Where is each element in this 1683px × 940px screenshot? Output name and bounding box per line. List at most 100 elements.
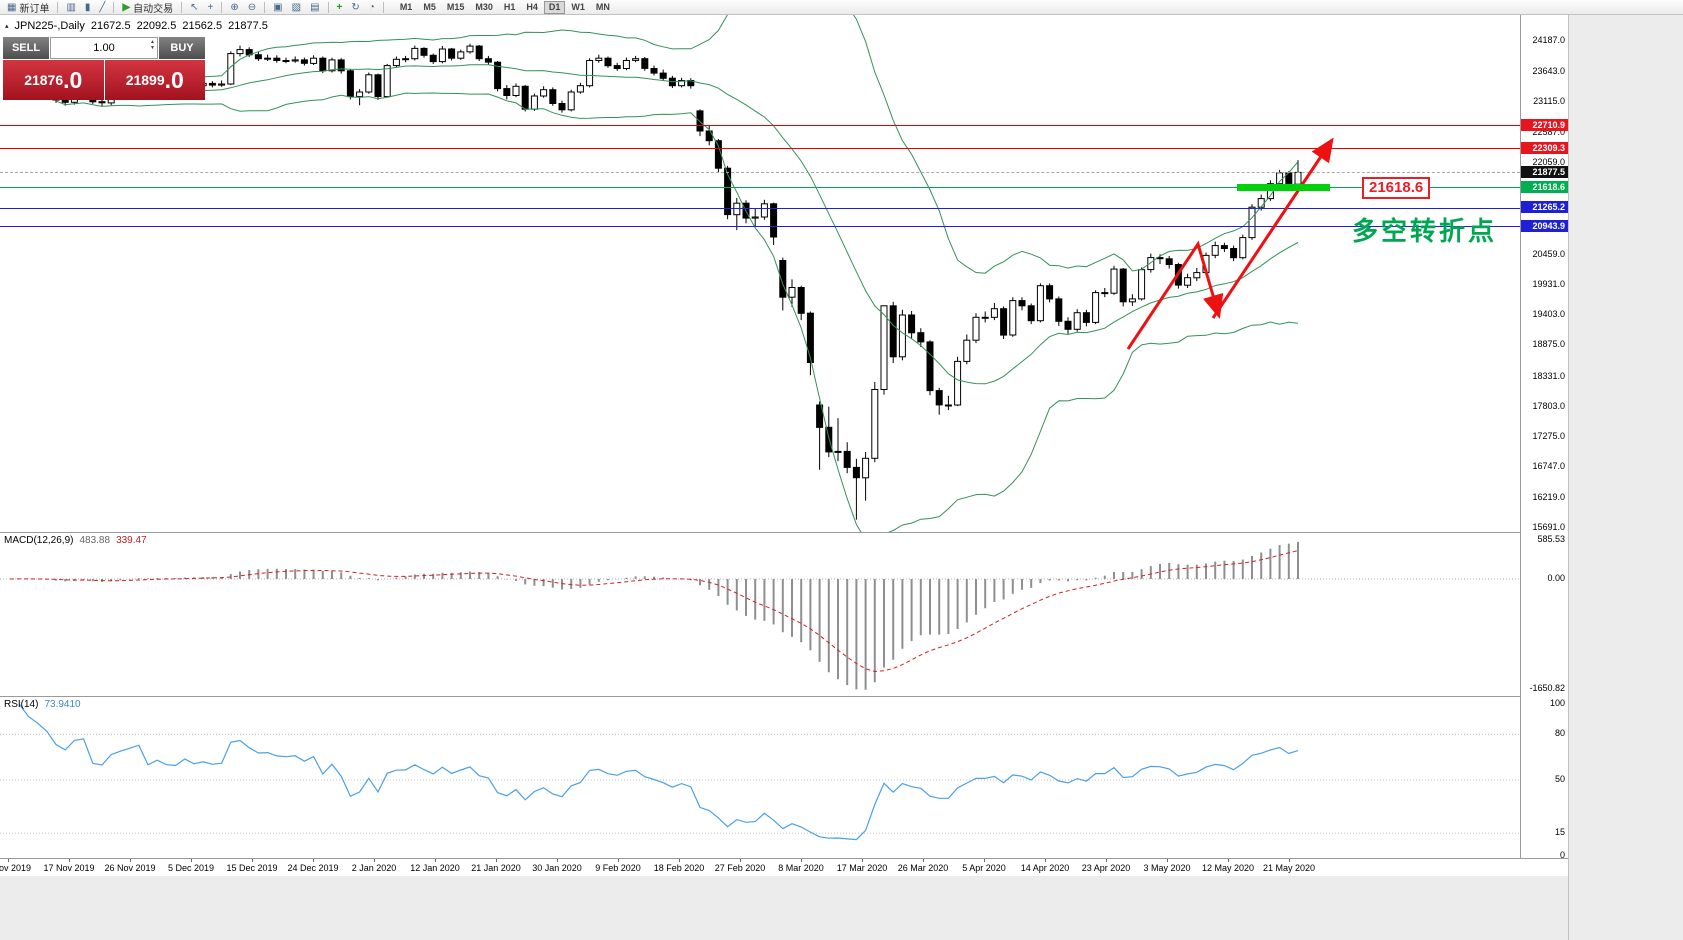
add-indicator-button[interactable]: +	[334, 1, 346, 14]
price-annotation-label[interactable]: 21618.6	[1362, 177, 1431, 199]
template-button[interactable]: ▤	[307, 1, 322, 14]
macd-panel[interactable]: MACD(12,26,9) 483.88 339.47	[0, 532, 1520, 696]
clock-button[interactable]: ◔	[366, 1, 378, 14]
rsi-axis-label: 100	[1549, 698, 1565, 708]
candle-body	[843, 450, 851, 468]
volume-input[interactable]: 1.00 ▲ ▼	[50, 37, 158, 59]
candle-body	[908, 314, 916, 334]
toolbar-separator	[113, 1, 115, 13]
timeframe-m15[interactable]: M15	[446, 1, 465, 12]
candle-body	[1009, 300, 1017, 336]
sell-price-box[interactable]: 21876.0	[3, 60, 104, 100]
timeframe-m5[interactable]: M5	[423, 1, 436, 12]
volume-spinner[interactable]: ▲ ▼	[150, 39, 155, 51]
candle-body	[1138, 269, 1146, 300]
crosshair-button[interactable]: +	[205, 1, 217, 14]
rsi-line	[18, 703, 1299, 841]
timeframe-h4[interactable]: H4	[526, 1, 538, 12]
timeframe-w1[interactable]: W1	[571, 1, 585, 12]
horizontal-level-line-21265.2[interactable]	[0, 207, 1520, 209]
candle-body	[613, 65, 621, 69]
candle-body	[356, 91, 364, 98]
date-tick	[1167, 859, 1168, 862]
horizontal-level-line-22309.3[interactable]	[0, 147, 1520, 149]
rsi-chart[interactable]	[0, 697, 1520, 858]
ohlc-close: 21877.5	[228, 20, 268, 32]
toolbar-separator	[221, 1, 223, 13]
toolbar-separator	[327, 1, 329, 13]
candle-body	[926, 341, 934, 392]
zoom-out-button[interactable]: ⊖	[245, 1, 259, 14]
refresh-icon: ↻	[351, 1, 360, 13]
line-chart-icon: ╱	[99, 1, 106, 13]
date-tick	[435, 859, 436, 862]
candle-body	[650, 68, 658, 74]
horizontal-level-line-22710.9[interactable]	[0, 124, 1520, 126]
spinner-down-icon[interactable]: ▼	[150, 45, 155, 51]
candle-body	[1064, 320, 1072, 330]
horizontal-level-line-21877.5[interactable]	[0, 172, 1520, 174]
new-order-button[interactable]: ▦ 新订单	[4, 1, 52, 15]
horizontal-level-line-21618.6[interactable]	[0, 187, 1520, 189]
symbol-title: JPN225-,Daily	[14, 20, 85, 32]
date-label: 18 Feb 2020	[653, 863, 705, 873]
buy-price-decimal: .0	[164, 66, 184, 93]
candle-body	[1128, 298, 1136, 303]
macd-signal-value: 339.47	[116, 535, 147, 546]
candle-body	[273, 57, 281, 62]
candlestick-chart[interactable]	[0, 15, 1520, 532]
candle-body	[659, 72, 667, 79]
candlestick-chart-button[interactable]: ▮	[82, 1, 94, 14]
candle-body	[797, 287, 805, 314]
autotrading-label: 自动交易	[133, 3, 174, 15]
candle-body	[484, 58, 492, 63]
support-highlight-bar[interactable]	[1237, 184, 1330, 191]
timeframe-m1[interactable]: M1	[399, 1, 413, 12]
candle-body	[392, 58, 400, 67]
buy-button[interactable]: BUY	[159, 37, 205, 59]
candle-body	[1027, 305, 1035, 322]
candle-body	[530, 95, 538, 110]
time-axis[interactable]: 7 Nov 2019 17 Nov 2019 26 Nov 2019 5 Dec 20…	[0, 858, 1568, 876]
candle-body	[319, 57, 327, 72]
rsi-panel[interactable]: RSI(14) 73.9410	[0, 696, 1520, 858]
timeframe-m30[interactable]: M30	[475, 1, 493, 12]
zoom-in-button[interactable]: ⊕	[227, 1, 241, 14]
macd-signal-line	[9, 550, 1299, 673]
refresh-button[interactable]: ↻	[348, 1, 362, 14]
candle-body	[1073, 312, 1081, 330]
candle-body	[917, 332, 925, 343]
date-tick	[862, 859, 863, 862]
horizontal-level-line-20943.9[interactable]	[0, 225, 1520, 227]
date-tick	[252, 859, 253, 862]
timeframe-d1[interactable]: D1	[543, 0, 566, 14]
toolbar-separator	[382, 1, 384, 13]
bar-chart-button[interactable]: ▥	[63, 1, 78, 14]
candle-body	[236, 49, 244, 55]
sell-button[interactable]: SELL	[3, 37, 49, 59]
date-tick	[313, 859, 314, 862]
price-axis[interactable]: 24187.0 23643.0 23115.0 22587.0 22059.0 20459…	[1520, 15, 1568, 860]
spinner-up-icon[interactable]: ▲	[150, 39, 155, 45]
price-axis-tag: 22710.9	[1521, 119, 1568, 131]
date-label: 21 Jan 2020	[471, 863, 521, 873]
timeframe-h1[interactable]: H1	[503, 1, 516, 12]
date-label: 26 Mar 2020	[897, 863, 949, 873]
candle-body	[779, 260, 787, 298]
one-click-collapse-icon[interactable]: ▴	[5, 23, 9, 30]
buy-price-box[interactable]: 21899.0	[104, 60, 205, 100]
price-panel[interactable]: ▴ JPN225-,Daily 21672.5 22092.5 21562.5 …	[0, 15, 1520, 532]
rsi-label: RSI(14) 73.9410	[4, 699, 81, 710]
tile-windows-button[interactable]: ▣	[270, 1, 285, 14]
autotrading-button[interactable]: ▶ 自动交易	[119, 1, 176, 15]
turning-point-label[interactable]: 多空转折点	[1352, 216, 1498, 246]
cascade-windows-button[interactable]: ▧	[289, 1, 304, 14]
candle-body	[1101, 292, 1109, 295]
cursor-button[interactable]: ↖	[187, 1, 201, 14]
macd-chart[interactable]	[0, 533, 1520, 696]
date-tick	[618, 859, 619, 862]
price-axis-label: 18875.0	[1532, 339, 1565, 349]
timeframe-mn[interactable]: MN	[595, 1, 610, 12]
candle-body	[61, 99, 69, 103]
line-chart-button[interactable]: ╱	[96, 1, 108, 14]
